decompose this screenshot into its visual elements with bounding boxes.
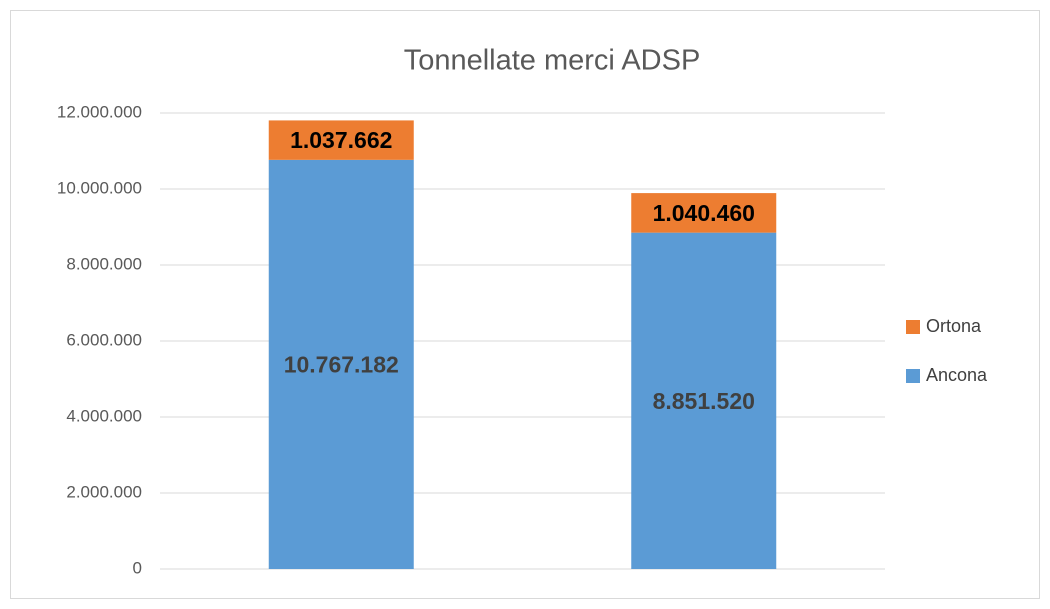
- y-tick-label: 0: [133, 558, 142, 577]
- y-tick-label: 4.000.000: [66, 406, 142, 425]
- data-label: 10.767.182: [284, 352, 399, 378]
- chart-title: Tonnellate merci ADSP: [404, 45, 701, 77]
- y-tick-label: 2.000.000: [66, 482, 142, 501]
- bar-segment: [268, 159, 414, 569]
- chart-border: [10, 10, 1040, 599]
- data-label: 8.851.520: [653, 388, 755, 414]
- y-tick-label: 8.000.000: [66, 254, 142, 273]
- bar-segment: [268, 120, 414, 160]
- legend-swatch: [906, 369, 920, 383]
- legend-swatch: [906, 320, 920, 334]
- y-tick-label: 12.000.000: [57, 102, 142, 121]
- legend-label: Ortona: [926, 316, 982, 336]
- y-tick-label: 10.000.000: [57, 178, 142, 197]
- legend-label: Ancona: [926, 365, 988, 385]
- bar-segment: [631, 232, 777, 569]
- bar-segment: [631, 193, 777, 233]
- y-tick-label: 6.000.000: [66, 330, 142, 349]
- data-label: 1.037.662: [290, 127, 392, 153]
- data-label: 1.040.460: [653, 200, 755, 226]
